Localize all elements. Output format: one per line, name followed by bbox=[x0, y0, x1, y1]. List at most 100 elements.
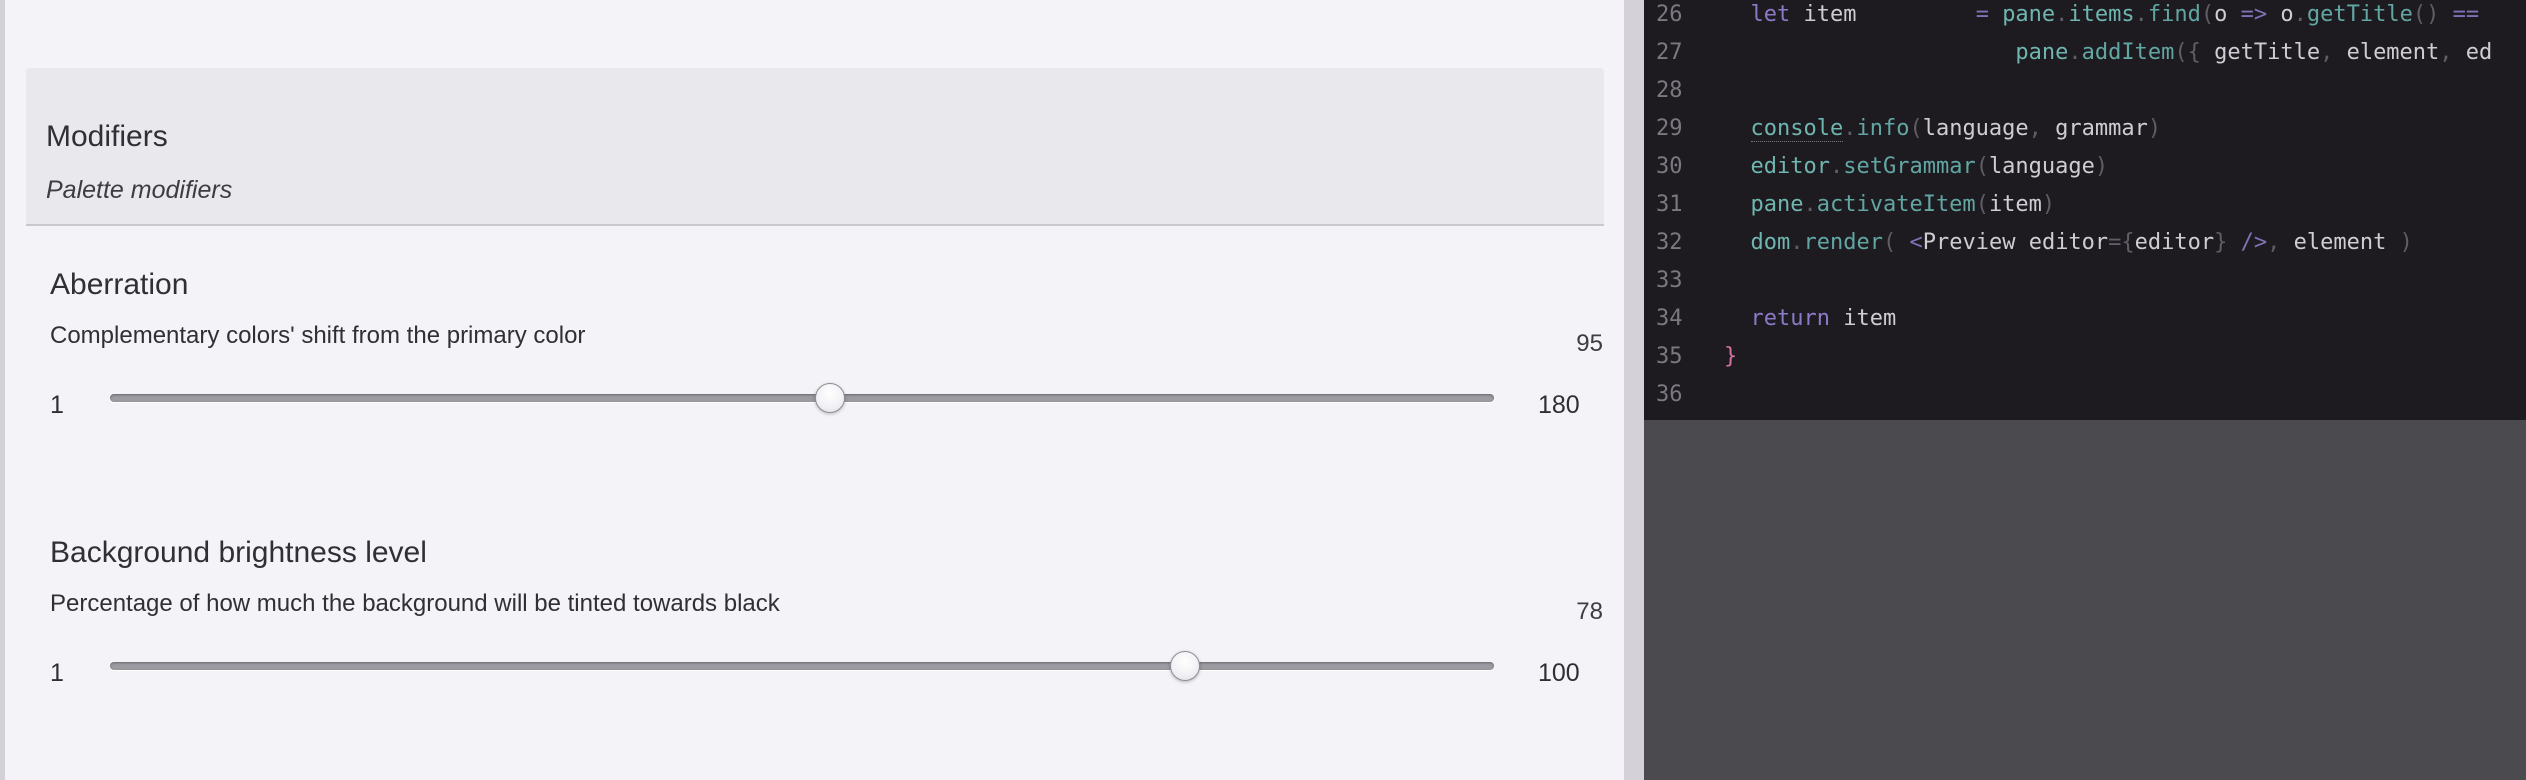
code-token: ( bbox=[1882, 230, 1910, 255]
code-token: . bbox=[2055, 2, 2069, 27]
code-text: console.info(language, grammar) bbox=[1724, 116, 2162, 142]
line-number: 33 bbox=[1656, 268, 1683, 293]
code-token bbox=[1724, 40, 2015, 65]
code-token: . bbox=[1803, 192, 1817, 217]
code-token: . bbox=[2134, 2, 2148, 27]
code-token: find bbox=[2147, 2, 2201, 27]
code-line[interactable]: 30 editor.setGrammar(language) bbox=[1644, 154, 2526, 192]
code-text: let item = pane.items.find(o => o.getTit… bbox=[1724, 2, 2480, 27]
code-token: < bbox=[1909, 230, 1923, 255]
code-token: console bbox=[1750, 116, 1844, 142]
code-line[interactable]: 28 bbox=[1644, 78, 2526, 116]
code-token: . bbox=[2068, 40, 2082, 65]
code-token: . bbox=[1829, 154, 1844, 179]
code-token: language bbox=[1988, 154, 2095, 179]
code-token: } bbox=[2214, 230, 2228, 255]
code-token: setGrammar bbox=[1843, 154, 1976, 179]
aberration-slider-track[interactable] bbox=[110, 383, 1494, 413]
code-token: () bbox=[2412, 2, 2440, 27]
code-token: ) bbox=[2094, 154, 2109, 179]
range-max-label: 180 bbox=[1538, 391, 1580, 419]
code-token: pane bbox=[2015, 40, 2069, 65]
aberration-slider-thumb[interactable] bbox=[814, 383, 845, 413]
code-line[interactable]: 27 pane.addItem({ getTitle, element, ed bbox=[1644, 40, 2526, 78]
code-text: dom.render( <Preview editor={editor} />,… bbox=[1724, 230, 2413, 255]
section-subtitle: Palette modifiers bbox=[46, 176, 233, 204]
range-min-label: 1 bbox=[50, 659, 64, 687]
code-token: dom bbox=[1750, 230, 1791, 255]
code-token: ( bbox=[1975, 192, 1989, 217]
code-token: return bbox=[1750, 306, 1830, 331]
code-token: element bbox=[2293, 230, 2387, 255]
line-number: 27 bbox=[1656, 40, 1683, 65]
code-token: activateItem bbox=[1816, 192, 1976, 217]
code-token: grammar bbox=[2055, 116, 2148, 141]
line-number: 28 bbox=[1656, 78, 1683, 103]
line-number: 30 bbox=[1656, 154, 1683, 179]
code-token bbox=[1724, 154, 1751, 179]
code-token bbox=[1724, 116, 1751, 141]
code-token: == bbox=[2439, 2, 2480, 27]
code-token: info bbox=[1856, 116, 1910, 141]
code-token: language bbox=[1922, 116, 2029, 141]
code-token bbox=[1724, 306, 1751, 331]
code-token: editor bbox=[2134, 230, 2215, 255]
code-token: . bbox=[2293, 2, 2307, 27]
code-token bbox=[1724, 192, 1751, 217]
code-token: items bbox=[2068, 2, 2135, 27]
code-text: editor.setGrammar(language) bbox=[1724, 154, 2109, 179]
code-token: o bbox=[2214, 2, 2228, 27]
code-line[interactable]: 35} bbox=[1644, 344, 2526, 382]
settings-pane: Modifiers Palette modifiers Aberration C… bbox=[5, 0, 1624, 780]
code-token: , bbox=[2267, 230, 2294, 255]
code-token: editor bbox=[2015, 230, 2109, 255]
code-token: , bbox=[2320, 40, 2334, 65]
line-number: 31 bbox=[1656, 192, 1683, 217]
code-token: item bbox=[1988, 192, 2042, 217]
code-line[interactable]: 26 let item = pane.items.find(o => o.get… bbox=[1644, 2, 2526, 40]
code-editor[interactable]: 26 let item = pane.items.find(o => o.get… bbox=[1644, 0, 2526, 420]
code-text: pane.activateItem(item) bbox=[1724, 192, 2056, 217]
code-token: . bbox=[1790, 230, 1804, 255]
code-token: editor bbox=[1750, 154, 1830, 179]
brightness-slider-track[interactable] bbox=[110, 651, 1494, 681]
line-number: 35 bbox=[1656, 344, 1683, 369]
code-line[interactable]: 32 dom.render( <Preview editor={editor} … bbox=[1644, 230, 2526, 268]
code-text: pane.addItem({ getTitle, element, ed bbox=[1724, 40, 2492, 65]
code-token bbox=[1989, 2, 2002, 27]
code-line[interactable]: 31 pane.activateItem(item) bbox=[1644, 192, 2526, 230]
code-token: ) bbox=[2386, 230, 2413, 255]
line-number: 36 bbox=[1656, 382, 1683, 407]
code-token: Preview bbox=[1922, 230, 2016, 255]
code-token: => bbox=[2227, 2, 2281, 27]
pane-divider[interactable] bbox=[1624, 0, 1644, 780]
line-number: 29 bbox=[1656, 116, 1683, 141]
code-token: ({ bbox=[2174, 40, 2201, 65]
section-title: Modifiers bbox=[46, 120, 168, 153]
code-line[interactable]: 36 bbox=[1644, 382, 2526, 420]
code-line[interactable]: 34 return item bbox=[1644, 306, 2526, 344]
range-min-label: 1 bbox=[50, 391, 64, 419]
code-token: getTitle bbox=[2306, 2, 2413, 27]
code-token: ) bbox=[2041, 192, 2056, 217]
code-token: ( bbox=[1975, 154, 1989, 179]
code-token: getTitle bbox=[2200, 40, 2321, 65]
code-token bbox=[1724, 230, 1751, 255]
settings-top-strip bbox=[5, 0, 1624, 49]
code-token: /> bbox=[2227, 230, 2268, 255]
code-text: } bbox=[1724, 344, 1737, 369]
code-token: addItem bbox=[2081, 40, 2175, 65]
setting-value: 95 bbox=[1576, 330, 1603, 357]
code-token: ( bbox=[2200, 2, 2215, 27]
range-max-label: 100 bbox=[1538, 659, 1580, 687]
code-line[interactable]: 33 bbox=[1644, 268, 2526, 306]
setting-description: Percentage of how much the background wi… bbox=[50, 590, 780, 617]
setting-title: Background brightness level bbox=[50, 536, 427, 569]
code-token: ) bbox=[2147, 116, 2162, 141]
code-token: ={ bbox=[2108, 230, 2135, 255]
code-text: return item bbox=[1724, 306, 1897, 331]
code-line[interactable]: 29 console.info(language, grammar) bbox=[1644, 116, 2526, 154]
code-token: . bbox=[1843, 116, 1857, 141]
brightness-slider-thumb[interactable] bbox=[1170, 651, 1201, 681]
code-token: pane bbox=[1750, 192, 1804, 217]
